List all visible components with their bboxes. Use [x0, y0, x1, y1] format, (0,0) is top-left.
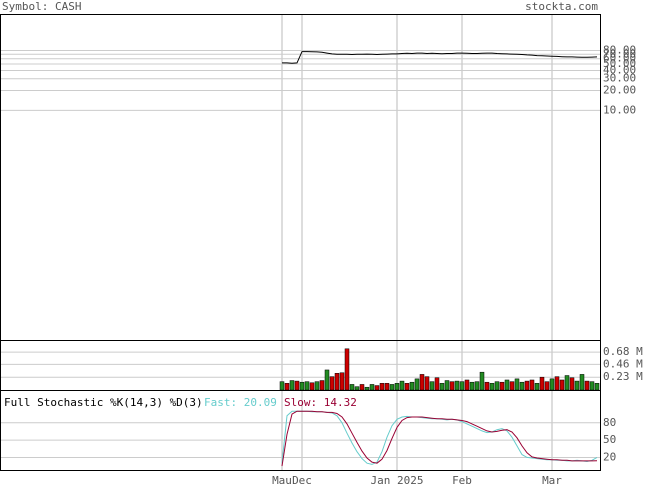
y-tick-label: 0.23 M [603, 370, 643, 383]
y-tick-label: 20.00 [603, 83, 636, 96]
y-tick-label: 10.00 [603, 103, 636, 116]
volume-bar [349, 384, 355, 391]
volume-bar [309, 382, 315, 391]
symbol-label: Symbol: CASH [2, 0, 81, 13]
volume-bar [544, 381, 550, 391]
volume-bar [574, 380, 580, 391]
volume-bar [369, 384, 375, 391]
price-panel [0, 14, 601, 341]
volume-bar [479, 371, 485, 391]
volume-bar [509, 381, 515, 391]
volume-bar [409, 381, 415, 391]
volume-bar [399, 380, 405, 391]
volume-bar [404, 383, 410, 391]
price-line [282, 51, 598, 64]
volume-bar [494, 381, 500, 391]
volume-bar [474, 381, 480, 391]
legend-fast: Fast: 20.09 [204, 396, 277, 409]
volume-bar [374, 385, 380, 391]
volume-bar [289, 380, 295, 391]
volume-bar [439, 383, 445, 391]
volume-bar [329, 376, 335, 391]
x-tick-label: Mar [542, 474, 562, 486]
volume-bar [464, 379, 470, 391]
volume-bar [589, 381, 595, 391]
y-tick-label: 50 [603, 433, 616, 446]
volume-bar [434, 377, 440, 391]
x-tick-label: Feb [452, 474, 472, 486]
volume-bar [539, 376, 545, 391]
volume-bar [484, 381, 490, 391]
volume-bar [389, 384, 395, 391]
volume-bar [489, 383, 495, 391]
volume-bar [594, 383, 600, 391]
x-tick-label: Mau [272, 474, 292, 486]
volume-bar [384, 383, 390, 391]
volume-bar [284, 383, 290, 391]
volume-bar [299, 381, 305, 391]
volume-bar [534, 383, 540, 391]
volume-bar [549, 378, 555, 391]
y-tick-label: 30.00 [603, 72, 636, 85]
volume-bar [469, 381, 475, 391]
volume-bar [314, 381, 320, 391]
volume-bar [324, 369, 330, 391]
y-tick-label: 70.00 [603, 47, 636, 60]
volume-bar [379, 383, 385, 391]
volume-bar [364, 386, 370, 391]
volume-bar [339, 372, 345, 391]
site-label: stockta.com [525, 0, 598, 13]
y-tick-label: 60.00 [603, 52, 636, 65]
y-tick-label: 0.46 M [603, 357, 643, 370]
volume-bar [344, 348, 350, 391]
volume-bar [414, 378, 420, 391]
volume-bar [394, 383, 400, 391]
volume-bar [294, 380, 300, 391]
volume-bar [279, 381, 285, 391]
stochastic-panel [0, 390, 601, 471]
volume-bar [459, 381, 465, 391]
volume-bar [304, 381, 310, 391]
volume-bar [354, 386, 360, 391]
stochastic-title: Full Stochastic %K(14,3) %D(3) [4, 396, 203, 409]
volume-bar [429, 381, 435, 391]
volume-bar [504, 379, 510, 391]
volume-bar [524, 380, 530, 391]
volume-bar [569, 377, 575, 391]
volume-bar [424, 376, 430, 391]
legend-slow: Slow: 14.32 [284, 396, 357, 409]
y-tick-label: 80 [603, 416, 616, 429]
volume-bar [529, 379, 535, 391]
volume-bar [519, 381, 525, 391]
volume-bar [454, 380, 460, 391]
volume-bar [499, 381, 505, 391]
volume-bar [419, 374, 425, 391]
volume-bar [359, 384, 365, 391]
volume-bar [579, 374, 585, 391]
y-tick-label: 40.00 [603, 63, 636, 76]
y-tick-label: 20 [603, 450, 616, 463]
volume-bar [584, 380, 590, 391]
volume-bar [449, 381, 455, 391]
volume-bar [319, 380, 325, 391]
volume-bar [334, 373, 340, 391]
stochastic-line [281, 410, 598, 467]
volume-bar [559, 379, 565, 391]
y-tick-label: 0.68 M [603, 345, 643, 358]
volume-bar [554, 376, 560, 391]
y-tick-label: 50.00 [603, 57, 636, 70]
x-tick-label: Jan 2025 [371, 474, 424, 486]
x-tick-label: Dec [292, 474, 312, 486]
volume-bar [444, 380, 450, 391]
volume-bar [564, 375, 570, 391]
volume-bar [514, 378, 520, 391]
y-tick-label: 80.00 [603, 43, 636, 56]
